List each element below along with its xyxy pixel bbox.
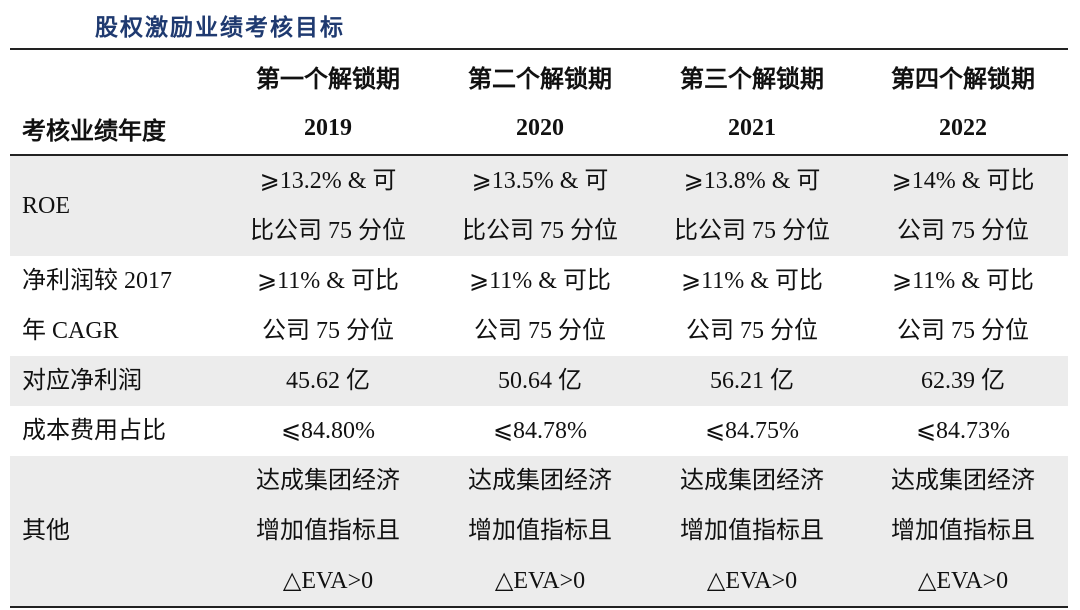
year-header: 2022	[858, 102, 1068, 156]
table-cell: ⩾13.2% & 可比公司 75 分位	[222, 155, 434, 256]
label-line: 成本费用占比	[22, 418, 166, 444]
cell-line: 增加值指标且	[891, 518, 1035, 544]
row-label: ROE	[10, 155, 222, 256]
cell-line: ⩾13.2% & 可	[259, 168, 397, 194]
year-label: 考核业绩年度	[10, 102, 222, 156]
cell-line: ⩾11% & 可比	[257, 268, 399, 294]
table-row: 其他 达成集团经济 增加值指标且 △EVA>0 达成集团经济 增加值指标且 △EVA>0 达成…	[10, 456, 1068, 607]
title: 股权激励业绩考核目标	[95, 15, 345, 40]
cell-line: 62.39 亿	[921, 368, 1005, 394]
label-line: 其他	[22, 518, 70, 544]
header-cell	[10, 49, 222, 102]
period-header: 第一个解锁期	[256, 66, 400, 93]
table-cell: ⩾11% & 可比 公司 75 分位	[646, 256, 858, 356]
row-label: 对应净利润	[10, 356, 222, 406]
table-cell: 达成集团经济 增加值指标且 △EVA>0	[858, 456, 1068, 607]
cell-line: 比公司 75 分位	[674, 218, 830, 244]
cell-line: 达成集团经济	[891, 468, 1035, 494]
cell-line: 达成集团经济	[680, 468, 824, 494]
table-cell: 62.39 亿	[858, 356, 1068, 406]
cell-line: △EVA>0	[494, 568, 586, 594]
table-row: 成本费用占比 ⩽84.80% ⩽84.78% ⩽84.75% ⩽84.73%	[10, 406, 1068, 456]
cell-line: 比公司 75 分位	[250, 218, 406, 244]
cell-line: 公司 75 分位	[897, 318, 1029, 344]
table-cell: ⩾13.8% & 可比公司 75 分位	[646, 155, 858, 256]
table-cell: ⩽84.73%	[858, 406, 1068, 456]
header-row: 第一个解锁期 第二个解锁期 第三个解锁期 第四个解锁期	[10, 49, 1068, 102]
table-cell: 达成集团经济 增加值指标且 △EVA>0	[434, 456, 646, 607]
cell-line: ⩾11% & 可比	[681, 268, 823, 294]
cell-line: ⩽84.80%	[280, 418, 376, 444]
table-cell: ⩾11% & 可比 公司 75 分位	[434, 256, 646, 356]
cell-line: 增加值指标且	[680, 518, 824, 544]
table-cell: ⩾11% & 可比 公司 75 分位	[222, 256, 434, 356]
cell-line: 50.64 亿	[498, 368, 582, 394]
label-line: 年 CAGR	[22, 318, 119, 344]
cell-line: 公司 75 分位	[474, 318, 606, 344]
label-line: 净利润较 2017	[22, 268, 172, 294]
cell-line: △EVA>0	[917, 568, 1009, 594]
cell-line: 公司 75 分位	[686, 318, 818, 344]
cell-line: ⩽84.78%	[492, 418, 588, 444]
table-cell: 达成集团经济 增加值指标且 △EVA>0	[222, 456, 434, 607]
row-label: 其他	[10, 456, 222, 607]
cell-line: 56.21 亿	[710, 368, 794, 394]
table: 第一个解锁期 第二个解锁期 第三个解锁期 第四个解锁期 考核业绩年度 2019 2020 20…	[10, 48, 1068, 608]
header-row: 考核业绩年度 2019 2020 2021 2022	[10, 102, 1068, 156]
cell-line: △EVA>0	[706, 568, 798, 594]
cell-line: 达成集团经济	[256, 468, 400, 494]
year-header: 2019	[222, 102, 434, 156]
cell-line: 增加值指标且	[256, 518, 400, 544]
cell-line: ⩾11% & 可比	[469, 268, 611, 294]
label-line: 对应净利润	[22, 368, 142, 394]
table-cell: ⩾14% & 可比 公司 75 分位	[858, 155, 1068, 256]
cell-line: ⩾14% & 可比	[891, 168, 1035, 194]
table-row: 净利润较 2017 年 CAGR ⩾11% & 可比 公司 75 分位 ⩾11% & 可…	[10, 256, 1068, 356]
table-cell: 50.64 亿	[434, 356, 646, 406]
table-cell: ⩽84.80%	[222, 406, 434, 456]
table-row: 对应净利润 45.62 亿 50.64 亿 56.21 亿 62.39 亿	[10, 356, 1068, 406]
cell-line: ⩾13.5% & 可	[471, 168, 609, 194]
cell-line: 增加值指标且	[468, 518, 612, 544]
cell-line: 45.62 亿	[286, 368, 370, 394]
period-header: 第四个解锁期	[891, 66, 1035, 93]
cell-line: ⩽84.75%	[704, 418, 800, 444]
table-cell: ⩾13.5% & 可比公司 75 分位	[434, 155, 646, 256]
cell-line: ⩾13.8% & 可	[683, 168, 821, 194]
table-cell: 45.62 亿	[222, 356, 434, 406]
period-header: 第二个解锁期	[468, 66, 612, 93]
table-cell: 56.21 亿	[646, 356, 858, 406]
table-cell: ⩽84.75%	[646, 406, 858, 456]
table-cell: ⩾11% & 可比 公司 75 分位	[858, 256, 1068, 356]
table-cell: ⩽84.78%	[434, 406, 646, 456]
cell-line: 达成集团经济	[468, 468, 612, 494]
period-header: 第三个解锁期	[680, 66, 824, 93]
cell-line: 公司 75 分位	[897, 218, 1029, 244]
year-header: 2020	[434, 102, 646, 156]
cell-line: 比公司 75 分位	[462, 218, 618, 244]
table-row: ROE ⩾13.2% & 可比公司 75 分位 ⩾13.5% & 可比公司 75 分…	[10, 155, 1068, 256]
table-cell: 达成集团经济 增加值指标且 △EVA>0	[646, 456, 858, 607]
year-header: 2021	[646, 102, 858, 156]
cell-line: △EVA>0	[282, 568, 374, 594]
row-label: 成本费用占比	[10, 406, 222, 456]
cell-line: ⩾11% & 可比	[892, 268, 1034, 294]
label-line: ROE	[22, 193, 70, 219]
cell-line: ⩽84.73%	[915, 418, 1011, 444]
row-label: 净利润较 2017 年 CAGR	[10, 256, 222, 356]
cell-line: 公司 75 分位	[262, 318, 394, 344]
